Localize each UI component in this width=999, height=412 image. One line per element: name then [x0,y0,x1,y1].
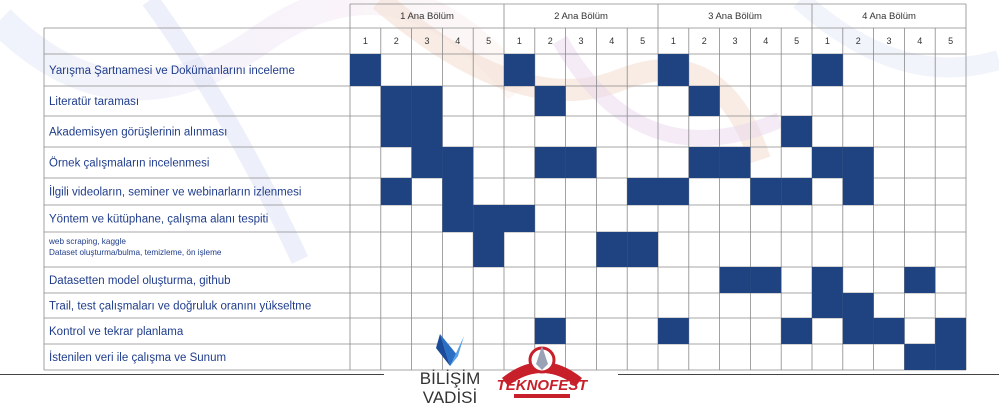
sub-period-header: 3 [424,36,429,46]
sub-period-header: 3 [886,36,891,46]
task-label: web scraping, kaggle [48,237,126,246]
gantt-cell-filled [504,205,535,232]
task-labels: Yarışma Şartnamesi ve Dokümanlarını ince… [48,65,311,364]
sub-period-header: 1 [517,36,522,46]
footer-line-left [0,374,384,375]
gantt-cell-filled [534,147,566,178]
gantt-cell-filled [442,205,474,232]
gantt-cell-filled [534,86,566,116]
gantt-cell-filled [812,267,843,293]
gantt-cell-filled [473,232,504,267]
task-label: Literatür taraması [49,96,139,108]
sub-period-header: 2 [856,36,861,46]
gantt-cell-filled [534,318,566,344]
sub-period-header: 5 [948,36,953,46]
sub-period-header: 5 [640,36,645,46]
sub-period-header: 4 [763,36,768,46]
gantt-cell-filled [442,178,474,205]
gantt-cell-filled [781,116,812,147]
gantt-cell-filled [842,293,874,318]
phase-header: 1 Ana Bölüm [400,11,454,22]
sub-period-header: 1 [825,36,830,46]
gantt-cell-filled [411,147,443,178]
task-label: İstenilen veri ile çalışma ve Sunum [49,351,226,364]
gantt-cell-filled [750,267,782,293]
gantt-cell-filled [781,178,812,205]
gantt-cell-filled [380,116,412,147]
sub-period-header: 5 [486,36,491,46]
teknofest-logo: TEKNOFEST [497,346,588,398]
gantt-cell-filled [812,54,843,86]
sub-period-header: 2 [394,36,399,46]
gantt-cell-filled [935,318,966,344]
task-label: Yöntem ve kütüphane, çalışma alanı tespi… [49,214,268,226]
logo-left-line2: VADİSİ [423,388,477,407]
gantt-cell-filled [719,267,751,293]
gantt-cell-filled [411,116,443,147]
gantt-cell-filled [658,318,689,344]
gantt-cell-filled [565,147,597,178]
gantt-cell-filled [504,54,535,86]
gantt-cell-filled [812,293,843,318]
gantt-cell-filled [842,318,874,344]
sub-period-header: 2 [702,36,707,46]
gantt-cell-filled [473,205,504,232]
sub-period-header: 4 [917,36,922,46]
gantt-cell-filled [688,86,720,116]
gantt-cell-filled [842,147,874,178]
gantt-cell-filled [411,86,443,116]
logo-right-text: TEKNOFEST [497,377,588,394]
filled-cells [350,54,966,370]
logo-left-line1: BİLİŞİM [420,369,480,388]
gantt-cell-filled [904,267,936,293]
gantt-cell-filled [781,318,812,344]
gantt-cell-filled [350,54,381,86]
sub-period-header: 4 [455,36,460,46]
sub-period-header: 1 [363,36,368,46]
task-label: Yarışma Şartnamesi ve Dokümanlarını ince… [49,65,295,77]
header-labels: 1 Ana Bölüm 2 Ana Bölüm 3 Ana Bölüm 4 Ana B… [363,11,953,46]
gantt-cell-filled [380,178,412,205]
gantt-cell-filled [658,54,689,86]
gantt-cell-filled [442,147,474,178]
task-label: Kontrol ve tekrar planlama [49,326,184,338]
sub-period-header: 2 [548,36,553,46]
footer-line-right [618,374,999,375]
task-label: Dataset oluşturma/bulma, temizleme, ön i… [49,248,222,257]
sub-period-header: 3 [578,36,583,46]
gantt-cell-filled [380,86,412,116]
gantt-cell-filled [627,232,658,267]
gantt-cell-filled [873,318,905,344]
task-label: Trail, test çalışmaları ve doğruluk oran… [49,301,311,313]
gantt-cell-filled [812,147,843,178]
gantt-cell-filled [688,147,720,178]
gantt-cell-filled [596,232,628,267]
task-label: Örnek çalışmaların incelenmesi [49,158,209,170]
phase-header: 3 Ana Bölüm [708,11,762,22]
task-label: İlgili videoların, seminer ve webinarlar… [49,186,301,199]
task-label: Akademisyen görüşlerinin alınması [49,127,227,139]
gantt-cell-filled [935,344,966,370]
bilisim-vadisi-logo: BİLİŞİM VADİSİ [420,334,480,407]
gantt-cell-filled [719,147,751,178]
sub-period-header: 1 [671,36,676,46]
sub-period-header: 4 [609,36,614,46]
gantt-cell-filled [904,344,936,370]
sub-period-header: 3 [732,36,737,46]
gantt-cell-filled [627,178,658,205]
task-label: Datasetten model oluşturma, github [49,275,231,287]
phase-header: 4 Ana Bölüm [862,11,916,22]
gantt-cell-filled [658,178,689,205]
phase-header: 2 Ana Bölüm [554,11,608,22]
gantt-cell-filled [750,178,782,205]
gantt-cell-filled [842,178,874,205]
sub-period-header: 5 [794,36,799,46]
